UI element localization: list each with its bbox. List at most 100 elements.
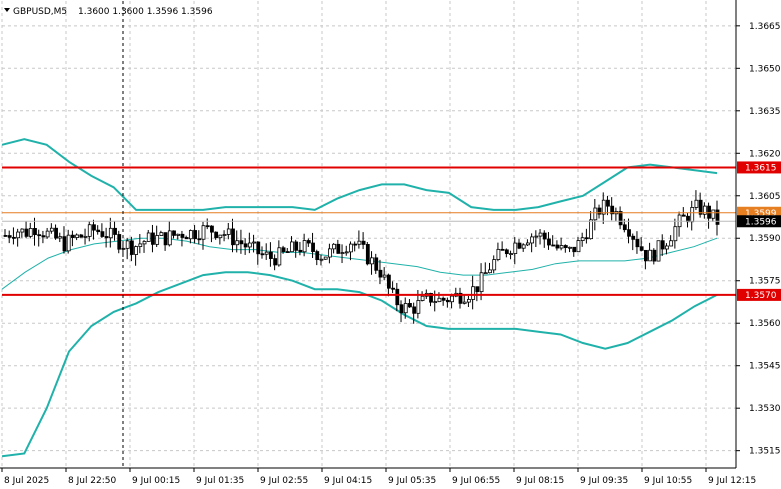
candle-body	[669, 240, 674, 247]
y-tick-label: 1.3650	[749, 64, 781, 74]
candle-body	[488, 269, 492, 274]
candle-body	[530, 236, 535, 244]
candle-body	[458, 292, 463, 304]
candle-body	[290, 241, 294, 253]
x-tick-label: 9 Jul 10:55	[644, 476, 692, 486]
candle-body	[631, 235, 636, 240]
x-tick-label: 9 Jul 02:55	[260, 476, 308, 486]
candle-body	[226, 228, 231, 235]
candle-body	[37, 234, 42, 237]
candle-body	[395, 288, 400, 306]
candle-body	[513, 242, 518, 254]
candle-body	[509, 253, 513, 255]
candle-body	[504, 249, 509, 255]
candle-body	[559, 245, 564, 249]
lower-band-line	[1, 271, 718, 458]
y-tick-label: 1.3560	[749, 319, 781, 329]
y-tick-label: 1.3530	[749, 404, 781, 414]
candle-body	[12, 236, 16, 239]
candle-body	[92, 224, 96, 231]
candle-body	[648, 249, 652, 262]
candle-body	[627, 229, 631, 237]
ohlc-values: 1.3600 1.3600 1.3596 1.3596	[78, 7, 213, 17]
y-tick-label: 1.3515	[749, 447, 781, 457]
candle-body	[391, 287, 395, 290]
candle-body	[151, 232, 155, 245]
y-tick-label: 1.3575	[749, 277, 781, 287]
candle-body	[386, 274, 391, 289]
candle-body	[100, 231, 105, 237]
time-axis[interactable]: 8 Jul 2025 8 Jul 22:50 9 Jul 00:15 9 Jul 01…	[1, 468, 756, 486]
candle-body	[643, 249, 648, 262]
candle-body	[315, 251, 320, 261]
x-tick-label: 8 Jul 2025	[4, 476, 49, 486]
candle-body	[349, 243, 353, 253]
candle-body	[243, 243, 248, 248]
x-tick-label: 9 Jul 00:15	[132, 476, 180, 486]
candle-body	[108, 227, 113, 239]
candle-body	[277, 247, 282, 266]
candle-body	[576, 240, 581, 253]
upper-band-line	[1, 138, 718, 211]
candle-body	[210, 225, 214, 233]
candle-body	[361, 240, 366, 245]
candle-body	[572, 246, 577, 253]
candle-body	[96, 229, 101, 233]
candle-body	[273, 258, 278, 266]
candle-body	[601, 199, 606, 215]
candle-body	[24, 228, 29, 237]
candle-body	[298, 249, 303, 253]
candle-body	[660, 240, 665, 250]
candle-body	[323, 256, 328, 260]
candle-body	[403, 303, 408, 314]
x-tick-label: 8 Jul 22:50	[68, 476, 117, 486]
candle-body	[3, 235, 8, 237]
candle-body	[281, 247, 286, 252]
ask-price-label: 1.3599	[745, 209, 777, 219]
candle-body	[142, 241, 147, 245]
candle-body	[231, 228, 235, 246]
x-tick-label: 9 Jul 01:35	[196, 476, 244, 486]
candle-body	[412, 306, 417, 314]
candle-body	[54, 227, 58, 239]
candle-body	[496, 248, 501, 260]
candle-body	[547, 238, 551, 246]
candle-body	[294, 241, 299, 251]
candle-body	[416, 300, 421, 314]
candle-body	[665, 245, 669, 250]
triangle-down-icon[interactable]	[4, 8, 10, 12]
candle-body	[41, 235, 46, 238]
candle-body	[652, 249, 657, 262]
candle-body	[344, 251, 349, 254]
x-tick-label: 9 Jul 05:35	[388, 476, 436, 486]
x-tick-label: 9 Jul 12:15	[708, 476, 756, 486]
y-tick-label: 1.3635	[749, 107, 781, 117]
candle-body	[517, 242, 522, 249]
candle-body	[408, 303, 412, 308]
candle-body	[319, 258, 324, 261]
candle-body	[353, 243, 358, 246]
chart-grid	[1, 1, 736, 468]
candle-body	[205, 225, 210, 228]
candle-body	[445, 299, 450, 303]
candle-body	[639, 246, 644, 251]
candle-body	[698, 199, 703, 215]
candle-body	[555, 244, 560, 249]
x-tick-label: 9 Jul 06:55	[452, 476, 500, 486]
candle-body	[437, 297, 442, 303]
candle-body	[311, 242, 315, 252]
price-axis[interactable]: 1.3665 1.3650 1.3635 1.3620 1.3605 1.3590 1.35…	[736, 22, 781, 457]
candle-body	[610, 205, 615, 215]
candle-body	[79, 234, 84, 238]
candle-body	[193, 230, 197, 240]
candle-body	[66, 234, 71, 252]
candle-body	[71, 234, 75, 238]
candle-body	[492, 259, 497, 271]
candle-body	[433, 301, 438, 304]
candle-body	[269, 251, 273, 259]
resistance-price-tag	[737, 161, 781, 174]
candle-body	[129, 240, 134, 255]
candle-body	[302, 240, 307, 253]
